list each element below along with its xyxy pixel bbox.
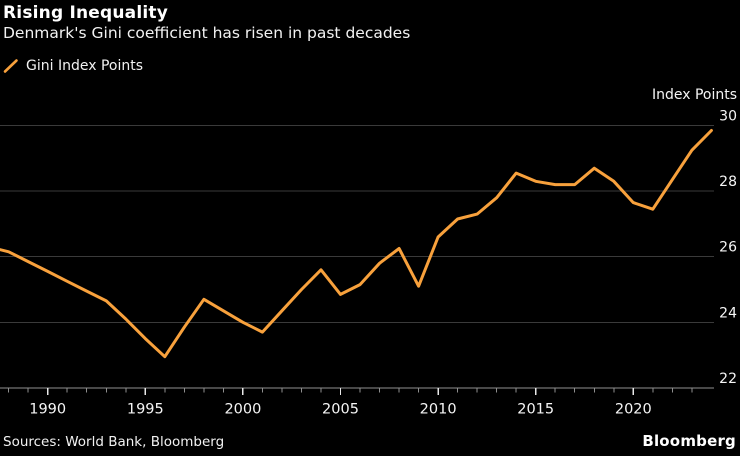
x-tick-label: 2010 (420, 402, 457, 418)
x-tick-label: 2000 (224, 402, 261, 418)
y-axis-title: Index Points (651, 87, 737, 103)
chart-subtitle: Denmark's Gini coefficient has risen in … (3, 24, 411, 42)
legend: Gini Index Points (3, 58, 143, 74)
x-tick-label: 1995 (127, 402, 164, 418)
chart-title: Rising Inequality (3, 3, 169, 23)
bloomberg-logo: Bloomberg (642, 432, 736, 450)
sources-note: Sources: World Bank, Bloomberg (3, 434, 225, 450)
y-tick-label: 28 (719, 174, 737, 190)
y-tick-label: 22 (719, 371, 737, 387)
x-tick-label: 2015 (517, 402, 554, 418)
gini-index-line (0, 129, 713, 359)
legend-slash-line (3, 59, 18, 73)
x-tick-label: 1990 (29, 402, 66, 418)
legend-label: Gini Index Points (26, 58, 143, 74)
y-tick-label: 24 (719, 305, 737, 321)
x-tick-label: 2005 (322, 402, 359, 418)
y-tick-label: 30 (719, 109, 737, 125)
x-tick-label: 2020 (615, 402, 652, 418)
legend-slash-icon (3, 58, 19, 74)
y-tick-label: 26 (719, 240, 737, 256)
